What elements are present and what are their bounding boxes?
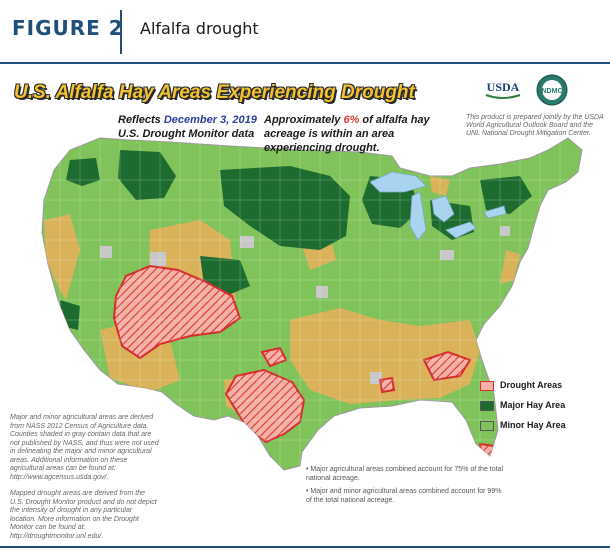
bullet-text-combined: Major and minor agricultural areas combi… (306, 488, 502, 504)
county-grid (42, 140, 582, 470)
reflects-prefix: Reflects (118, 114, 164, 126)
legend-label-major: Major Hay Area (500, 400, 566, 410)
header-divider (120, 10, 122, 54)
legend-label-drought: Drought Areas (500, 380, 563, 390)
figure-header: FIGURE 2 Alfalfa drought (0, 0, 610, 64)
acreage-line-3: experiencing drought. (264, 142, 380, 154)
legend-label-minor: Minor Hay Area (500, 420, 566, 430)
report-date: December 3, 2019 (163, 114, 257, 126)
ag-areas-note: Major and minor agricultural areas are d… (10, 414, 159, 481)
usda-logo: USDA (485, 80, 521, 99)
acreage-prefix: Approximately (264, 114, 344, 126)
figure-title: Alfalfa drought (140, 19, 259, 38)
reflects-date-line: Reflects December 3, 2019 (118, 114, 257, 127)
bottom-rule (0, 546, 610, 548)
acreage-suffix: of alfalfa hay (359, 114, 430, 126)
acreage-line-2: acreage is within an area (264, 128, 395, 140)
bullet-major-areas: • Major agricultural areas combined acco… (306, 466, 504, 482)
great-lakes (369, 171, 507, 241)
acreage-percent: 6% (343, 114, 360, 126)
legend-swatch-drought (480, 381, 494, 391)
acreage-line-1: Approximately 6% of alfalfa hay (264, 114, 430, 127)
ndmc-logo-text: NDMC (542, 88, 563, 95)
drought-note: Mapped drought areas are derived from th… (10, 490, 157, 540)
legend-swatch-major (480, 401, 494, 411)
bullet-text-major: Major agricultural areas combined accoun… (306, 466, 504, 482)
header-rule (0, 62, 610, 64)
legend-swatch-minor (480, 421, 494, 431)
figure-label: FIGURE 2 (12, 16, 124, 40)
credit-note: This product is prepared jointly by the … (466, 114, 604, 137)
map-title: U.S. Alfalfa Hay Areas Experiencing Drou… (14, 82, 415, 103)
usda-logo-text: USDA (487, 80, 520, 94)
ndmc-logo: NDMC (536, 74, 568, 106)
data-source-line: U.S. Drought Monitor data (118, 128, 255, 140)
bullet-combined-areas: • Major and minor agricultural areas com… (306, 488, 502, 504)
no-data-counties (100, 226, 510, 384)
